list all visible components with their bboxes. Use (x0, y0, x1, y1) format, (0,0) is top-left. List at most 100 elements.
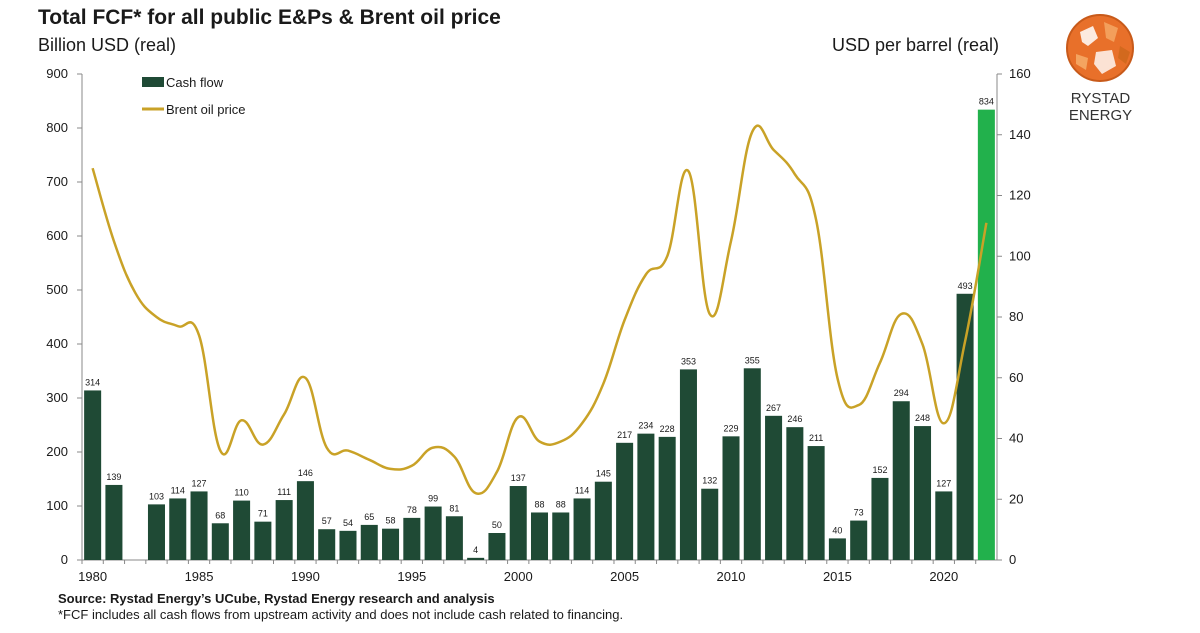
bar-2018 (892, 401, 910, 560)
bar-labels: 314 139 103 114 127 68 110 71 111 146 57 54 65 58 78 99… (85, 97, 994, 555)
bar-label-2022: 834 (979, 97, 994, 107)
y-right-tick-label: 80 (1009, 309, 1023, 324)
x-tick-label: 2000 (504, 569, 533, 584)
y-right-tick-label: 120 (1009, 188, 1031, 203)
bar-1990 (296, 481, 314, 560)
bar-label-2006: 234 (638, 421, 653, 431)
bar-2010 (722, 436, 740, 560)
bars (84, 109, 995, 560)
bar-2004 (594, 481, 612, 560)
bar-label-2002: 88 (556, 499, 566, 509)
y-right-tick-label: 40 (1009, 431, 1023, 446)
bar-2015 (828, 538, 846, 560)
bar-2000 (509, 486, 527, 560)
y-left-tick-label: 300 (46, 390, 68, 405)
bar-1991 (318, 529, 336, 560)
bar-label-2012: 267 (766, 403, 781, 413)
bar-1987 (233, 500, 251, 560)
bar-label-2020: 127 (936, 478, 951, 488)
bar-label-1986: 68 (215, 510, 225, 520)
bar-2014 (807, 446, 825, 560)
bar-2012 (765, 415, 783, 560)
bar-label-1997: 81 (449, 503, 459, 513)
brent-line (91, 124, 988, 495)
bar-1983 (147, 504, 165, 560)
bar-label-1998: 4 (473, 545, 478, 555)
bar-1980 (84, 390, 102, 560)
bar-label-1993: 65 (364, 512, 374, 522)
y-axis-left-label: Billion USD (real) (38, 35, 177, 55)
chart-title: Total FCF* for all public E&Ps & Brent o… (38, 6, 501, 29)
x-tick-label: 2015 (823, 569, 852, 584)
y-left-tick-label: 700 (46, 174, 68, 189)
bar-1995 (403, 517, 421, 560)
bar-1989 (275, 500, 293, 560)
rystad-logo: RYSTAD ENERGY (1038, 12, 1163, 124)
bar-label-2005: 217 (617, 430, 632, 440)
bar-label-2017: 152 (872, 465, 887, 475)
bar-label-2011: 355 (745, 355, 760, 365)
bar-1994 (382, 528, 400, 560)
bar-label-1980: 314 (85, 377, 100, 387)
bar-label-1992: 54 (343, 518, 353, 528)
x-tick-label: 2010 (717, 569, 746, 584)
bar-2006 (637, 433, 655, 560)
bar-1999 (488, 533, 506, 560)
bar-1998 (467, 557, 485, 560)
y-right-tick-label: 100 (1009, 248, 1031, 263)
x-tick-label: 2020 (929, 569, 958, 584)
bar-label-1991: 57 (322, 516, 332, 526)
bar-1996 (424, 506, 442, 560)
bar-2005 (616, 442, 634, 560)
bar-label-1981: 139 (106, 472, 121, 482)
bar-label-2021: 493 (958, 281, 973, 291)
y-left-tick-label: 500 (46, 282, 68, 297)
bar-label-1987: 110 (234, 488, 248, 498)
bar-2020 (935, 491, 953, 560)
legend-label-cash-flow: Cash flow (166, 75, 224, 90)
bar-1993 (360, 524, 378, 560)
bar-2008 (679, 369, 697, 560)
bar-label-1994: 58 (386, 516, 396, 526)
x-tick-label: 1990 (291, 569, 320, 584)
bar-2017 (871, 477, 889, 560)
y-left-tick-label: 600 (46, 228, 68, 243)
bar-label-2013: 246 (787, 414, 802, 424)
y-left-tick-label: 200 (46, 444, 68, 459)
bar-label-1990: 146 (298, 468, 313, 478)
bar-2002 (552, 512, 570, 560)
bar-2022 (977, 109, 995, 560)
bar-2011 (743, 368, 761, 560)
bar-label-1996: 99 (428, 494, 438, 504)
bar-label-2015: 40 (832, 525, 842, 535)
bar-2001 (530, 512, 549, 560)
bar-1997 (445, 516, 463, 560)
y-right-tick-label: 60 (1009, 370, 1023, 385)
bar-1981 (105, 484, 123, 560)
logo-globe-icon (1066, 14, 1134, 82)
footer: Source: Rystad Energy’s UCube, Rystad En… (58, 591, 623, 623)
bar-label-2019: 248 (915, 413, 930, 423)
bar-label-2014: 211 (809, 433, 823, 443)
bar-2021 (956, 293, 974, 560)
footnote-text: *FCF includes all cash flows from upstre… (58, 607, 624, 622)
bar-1988 (254, 521, 272, 560)
bar-1985 (190, 491, 208, 560)
bar-label-2007: 228 (660, 424, 675, 434)
x-tick-label: 2005 (610, 569, 639, 584)
bar-1984 (169, 498, 187, 560)
bar-label-2008: 353 (681, 356, 696, 366)
y-left-tick-label: 800 (46, 120, 68, 135)
y-right-tick-label: 0 (1009, 552, 1016, 567)
x-tick-label: 1995 (397, 569, 426, 584)
bar-2016 (850, 520, 868, 560)
bar-2013 (786, 427, 804, 560)
bar-label-2004: 145 (596, 469, 611, 479)
bar-label-2003: 114 (575, 485, 589, 495)
bar-label-1999: 50 (492, 520, 502, 530)
x-tick-label: 1985 (185, 569, 214, 584)
bar-label-1984: 114 (171, 485, 185, 495)
y-left-tick-label: 100 (46, 498, 68, 513)
logo-text: RYSTAD ENERGY (1068, 90, 1133, 124)
bar-label-1983: 103 (149, 491, 164, 501)
